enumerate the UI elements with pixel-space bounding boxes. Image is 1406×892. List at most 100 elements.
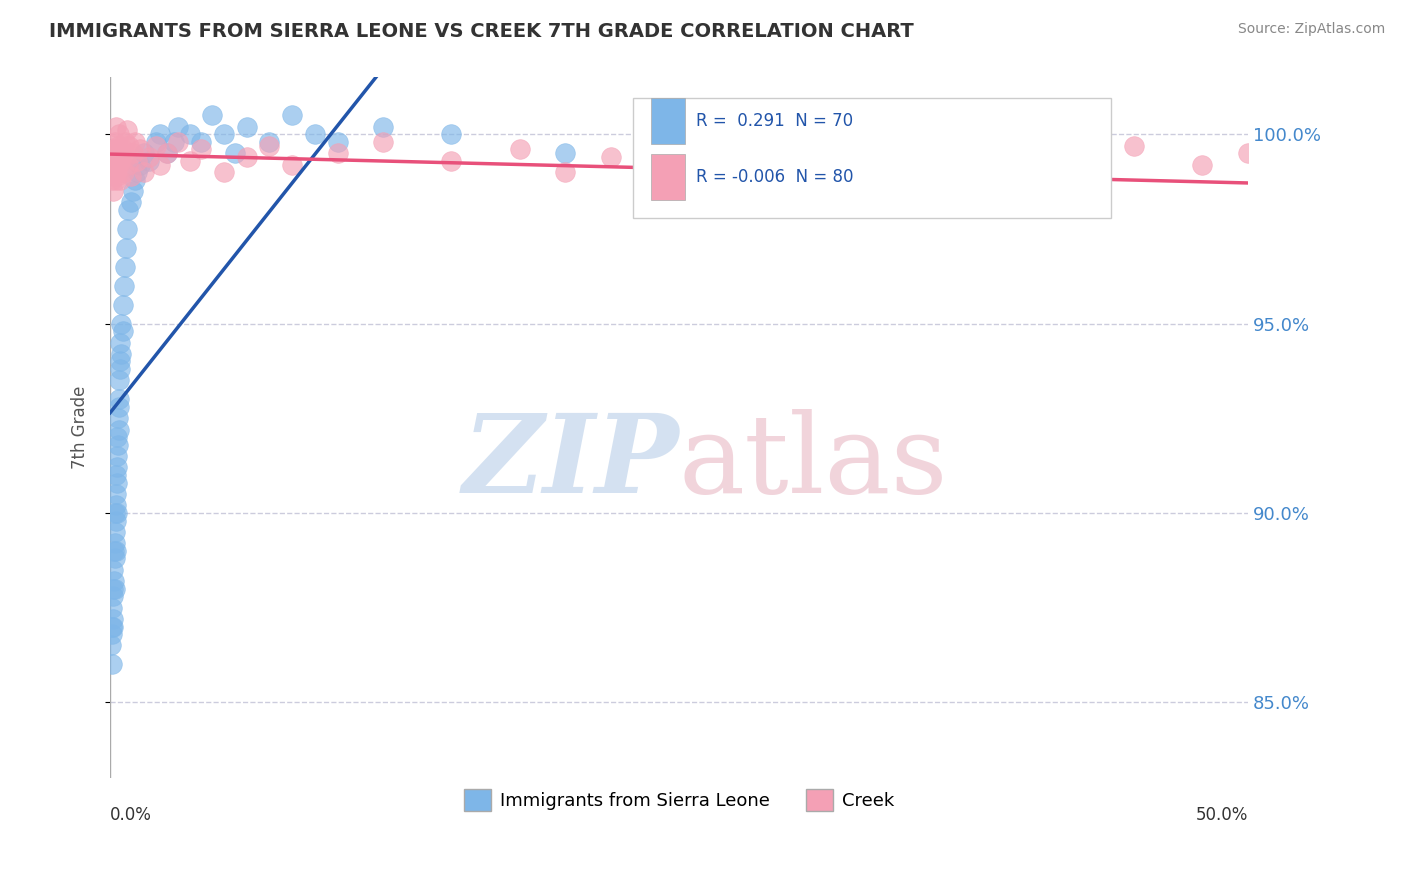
Point <box>167 120 190 134</box>
Point <box>115 241 138 255</box>
Text: 50.0%: 50.0% <box>1195 806 1249 824</box>
Text: IMMIGRANTS FROM SIERRA LEONE VS CREEK 7TH GRADE CORRELATION CHART: IMMIGRANTS FROM SIERRA LEONE VS CREEK 7T… <box>49 22 914 41</box>
Point <box>107 438 129 452</box>
Point <box>115 150 138 164</box>
Point <box>110 335 132 350</box>
Text: R = -0.006  N = 80: R = -0.006 N = 80 <box>696 168 853 186</box>
Bar <box>651 98 685 144</box>
Point <box>101 619 124 633</box>
Point <box>105 460 128 475</box>
Point <box>134 165 156 179</box>
Point <box>134 146 156 161</box>
Point <box>105 150 128 164</box>
Point <box>138 153 160 168</box>
Point <box>110 317 132 331</box>
Point <box>115 123 138 137</box>
Point <box>108 127 131 141</box>
Point <box>103 563 125 577</box>
Point <box>115 222 138 236</box>
Point <box>668 138 690 153</box>
Point <box>103 543 125 558</box>
Point <box>104 120 127 134</box>
Point <box>127 153 149 168</box>
Point <box>117 157 139 171</box>
Point <box>112 278 135 293</box>
Point <box>1010 165 1032 179</box>
Point <box>103 574 125 588</box>
Point <box>108 354 131 368</box>
Point <box>104 582 127 596</box>
Point <box>782 146 804 161</box>
Point <box>149 157 172 171</box>
Point <box>259 138 281 153</box>
Point <box>114 135 136 149</box>
Point <box>128 142 150 156</box>
Point <box>101 600 124 615</box>
Point <box>104 487 127 501</box>
Point <box>117 202 139 217</box>
Point <box>281 157 304 171</box>
Point <box>326 135 349 149</box>
Point <box>259 135 281 149</box>
Point <box>120 169 142 183</box>
Point <box>110 347 132 361</box>
Point <box>163 135 186 149</box>
Point <box>179 127 201 141</box>
Point <box>104 524 127 539</box>
Point <box>373 135 395 149</box>
Point <box>110 362 132 376</box>
Point <box>235 150 257 164</box>
Point <box>1350 153 1372 168</box>
Y-axis label: 7th Grade: 7th Grade <box>72 386 89 469</box>
Text: Source: ZipAtlas.com: Source: ZipAtlas.com <box>1237 22 1385 37</box>
Point <box>104 135 127 149</box>
Point <box>111 298 134 312</box>
Point <box>127 165 149 179</box>
Point <box>104 536 127 550</box>
Point <box>121 146 143 161</box>
Point <box>326 146 349 161</box>
Point <box>509 142 531 156</box>
Point <box>212 127 235 141</box>
Point <box>167 135 190 149</box>
Point <box>138 150 160 164</box>
Point <box>101 153 124 168</box>
Point <box>107 157 129 171</box>
Point <box>201 108 224 122</box>
Bar <box>651 154 685 200</box>
Point <box>224 146 246 161</box>
Point <box>108 400 131 414</box>
Point <box>105 506 128 520</box>
Point <box>124 135 146 149</box>
Point <box>440 153 463 168</box>
Point <box>103 589 125 603</box>
Point <box>179 153 201 168</box>
Point <box>963 142 986 156</box>
Point <box>105 430 128 444</box>
Point <box>103 184 125 198</box>
Point <box>105 499 128 513</box>
Point <box>105 449 128 463</box>
Point <box>105 153 128 168</box>
Point <box>145 138 167 153</box>
Point <box>599 150 621 164</box>
Point <box>105 475 128 490</box>
Text: atlas: atlas <box>679 409 949 516</box>
Point <box>190 135 212 149</box>
Point <box>304 127 326 141</box>
Point <box>149 127 172 141</box>
Point <box>281 108 304 122</box>
Point <box>112 165 135 179</box>
Text: ZIP: ZIP <box>463 409 679 516</box>
Point <box>103 619 125 633</box>
Point <box>104 165 127 179</box>
Point <box>110 172 132 186</box>
Point <box>105 468 128 483</box>
Point <box>156 146 179 161</box>
Point <box>108 146 131 161</box>
Point <box>114 260 136 274</box>
Text: R =  0.291  N = 70: R = 0.291 N = 70 <box>696 112 853 130</box>
Point <box>105 142 128 156</box>
Point <box>118 138 141 153</box>
Point <box>104 551 127 566</box>
